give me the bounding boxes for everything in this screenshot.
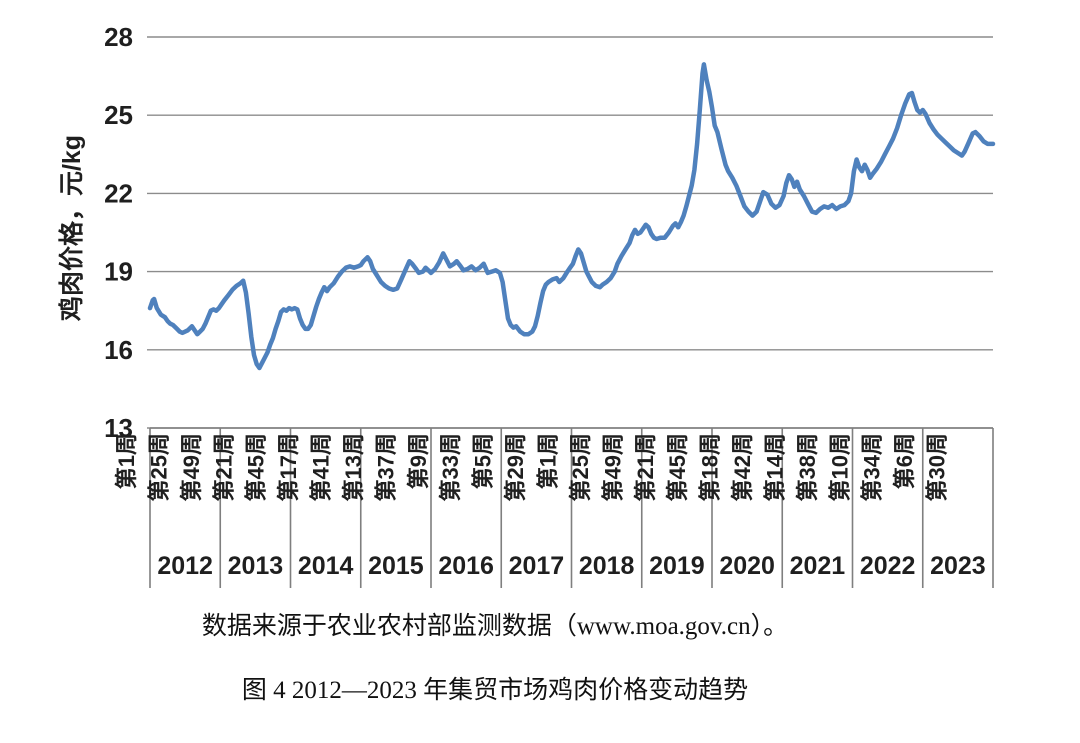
- x-year-label: 2018: [579, 552, 635, 580]
- x-tick-week-label: 第25周: [146, 433, 171, 501]
- y-tick-label: 22: [104, 178, 133, 208]
- x-tick-week-label: 第18周: [698, 433, 723, 501]
- x-year-label: 2019: [649, 552, 705, 580]
- x-tick-week-label: 第33周: [438, 433, 463, 501]
- x-tick-week-label: 第37周: [373, 433, 398, 501]
- data-source-caption: 数据来源于农业农村部监测数据（www.moa.gov.cn）。: [201, 613, 789, 640]
- x-tick-week-label: 第10周: [827, 433, 852, 501]
- x-tick-week-label: 第49周: [179, 433, 204, 501]
- y-tick-label: 13: [104, 413, 133, 443]
- y-tick-label: 19: [104, 257, 133, 287]
- figure-caption: 图 4 2012—2023 年集贸市场鸡肉价格变动趋势: [241, 677, 749, 704]
- y-tick-label: 28: [104, 22, 133, 52]
- x-tick-week-label: 第34周: [860, 433, 885, 501]
- x-tick-week-label: 第49周: [600, 433, 625, 501]
- y-tick-label: 25: [104, 100, 133, 130]
- x-tick-week-label: 第30周: [925, 433, 950, 501]
- x-year-label: 2012: [157, 552, 213, 580]
- x-year-label: 2015: [368, 552, 424, 580]
- x-tick-week-label: 第1周: [536, 433, 561, 489]
- x-tick-week-label: 第21周: [633, 433, 658, 501]
- x-year-label: 2023: [930, 552, 986, 580]
- x-tick-week-label: 第9周: [406, 433, 431, 489]
- y-tick-label: 16: [104, 335, 133, 365]
- x-tick-week-label: 第41周: [309, 433, 334, 501]
- x-tick-week-label: 第17周: [276, 433, 301, 501]
- price-line-series: [147, 62, 996, 371]
- x-tick-week-label: 第25周: [568, 433, 593, 501]
- x-year-label: 2017: [509, 552, 565, 580]
- x-tick-week-label: 第29周: [503, 433, 528, 501]
- x-tick-week-label: 第21周: [211, 433, 236, 501]
- x-tick-week-label: 第13周: [341, 433, 366, 501]
- x-year-label: 2013: [228, 552, 284, 580]
- y-axis-title: 鸡肉价格，元/kg: [57, 135, 86, 322]
- x-tick-week-label: 第42周: [730, 433, 755, 501]
- x-tick-week-label: 第6周: [892, 433, 917, 489]
- x-tick-week-label: 第5周: [471, 433, 496, 489]
- x-tick-week-label: 第14周: [762, 433, 787, 501]
- x-tick-week-label: 第1周: [114, 433, 139, 489]
- x-year-label: 2016: [438, 552, 494, 580]
- x-year-label: 2014: [298, 552, 354, 580]
- x-year-label: 2021: [790, 552, 846, 580]
- x-tick-week-label: 第45周: [665, 433, 690, 501]
- x-tick-week-label: 第45周: [244, 433, 269, 501]
- x-year-label: 2022: [860, 552, 916, 580]
- x-tick-week-label: 第38周: [795, 433, 820, 501]
- x-year-label: 2020: [719, 552, 775, 580]
